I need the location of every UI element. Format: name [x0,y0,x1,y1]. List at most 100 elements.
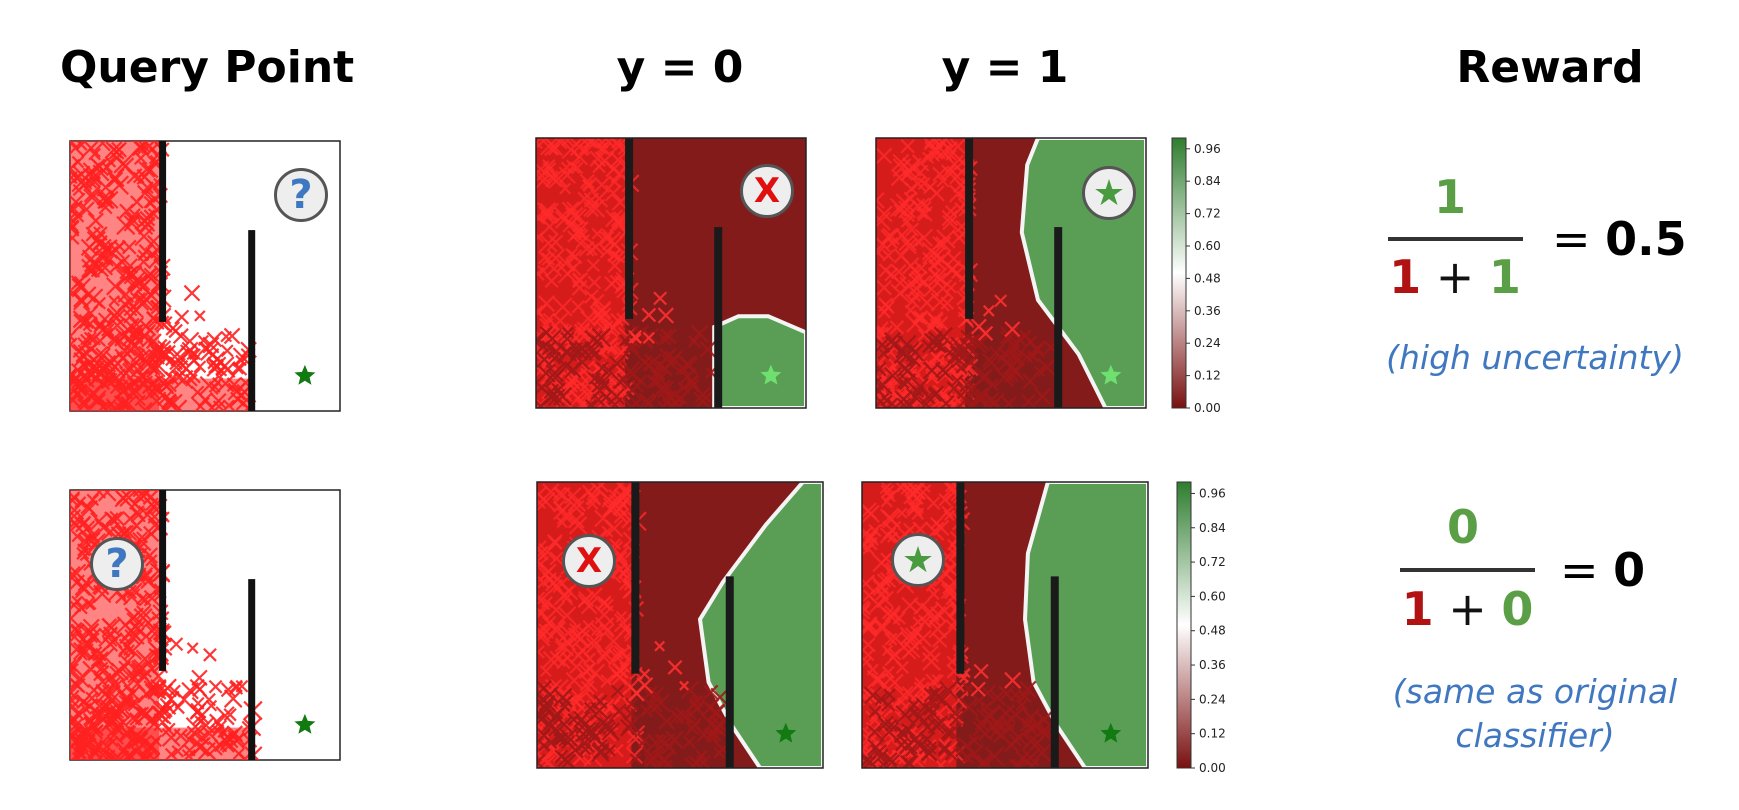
x-marker [941,505,954,519]
x-marker [593,176,611,193]
x-marker [130,195,144,209]
x-marker [579,673,598,692]
x-marker [876,573,892,588]
x-marker [70,608,81,628]
wall [159,490,167,671]
x-marker [1004,336,1025,357]
x-marker [554,487,571,503]
x-marker [116,268,135,288]
x-marker [599,244,615,259]
x-marker [603,275,620,292]
classifier-regions [537,482,823,768]
x-marker [867,724,882,739]
x-marker [552,386,572,406]
x-marker [123,641,143,661]
x-marker [109,510,126,527]
x-marker [576,228,589,242]
row1-den-b: 1 [1488,250,1521,304]
x-marker [609,150,628,169]
x-marker [950,374,964,387]
x-marker [573,710,591,729]
x-marker [960,750,974,764]
x-marker [220,682,236,698]
x-marker [220,344,234,358]
x-marker [569,659,584,675]
x-marker [77,395,91,409]
x-marker [72,641,92,661]
x-marker [75,141,88,151]
x-marker [568,341,583,356]
x-marker [559,182,572,195]
x-marker [78,368,92,382]
x-marker [905,387,925,407]
x-marker [203,647,217,662]
x-marker [121,680,135,693]
x-marker [565,671,583,690]
x-marker [536,397,550,408]
x-marker [129,316,144,332]
x-marker [709,714,730,735]
markers [70,141,257,411]
x-marker [73,293,91,311]
x-marker [591,227,604,240]
x-marker [536,303,548,322]
x-marker [690,324,709,343]
x-marker [907,698,921,712]
x-marker [992,719,1006,733]
x-marker [585,138,604,152]
x-marker [76,546,90,560]
x-marker [97,490,117,502]
x-marker [183,744,196,757]
x-marker [926,369,939,381]
x-marker [73,313,93,333]
x-marker [165,371,180,386]
x-marker [1001,396,1017,408]
x-marker [637,733,652,748]
x-marker [560,161,573,173]
x-marker [567,741,584,759]
x-marker [900,238,917,255]
x-marker [128,620,146,638]
x-marker [590,623,605,637]
x-marker [90,654,104,668]
x-marker [549,619,565,636]
x-marker [191,396,210,411]
x-marker [584,329,604,349]
x-marker [927,312,944,329]
x-marker [862,601,872,616]
x-marker [862,648,875,662]
colorbar-tick-label: 0.84 [1199,521,1226,535]
x-marker [584,723,600,739]
x-marker [906,314,925,333]
x-marker [687,334,701,348]
colorbar-row2: 0.96 0.84 0.72 0.60 0.48 0.36 0.24 0.12 0.00 [1176,481,1226,775]
x-marker [536,209,546,225]
x-marker [693,391,713,408]
row2-note-line1: (same as original [1392,672,1678,711]
x-marker [628,329,643,344]
x-marker [880,394,893,407]
x-marker [892,153,910,171]
x-marker [655,750,675,768]
x-marker [556,507,574,525]
x-marker [148,355,169,376]
x-marker [1017,689,1032,703]
x-marker [616,498,630,511]
x-marker [114,401,128,411]
x-marker [904,304,917,317]
x-marker [955,361,968,374]
x-marker [132,658,153,678]
x-marker [226,729,239,741]
x-marker [563,383,580,400]
x-marker [862,504,880,523]
x-marker [537,250,552,265]
colorbar-tick-label: 0.12 [1194,369,1221,383]
x-marker [934,759,947,768]
x-marker [880,484,895,499]
x-marker [971,318,987,335]
x-marker [918,731,936,748]
x-marker [978,726,993,741]
x-marker [76,398,92,411]
x-marker [920,200,932,213]
x-marker [78,737,96,755]
